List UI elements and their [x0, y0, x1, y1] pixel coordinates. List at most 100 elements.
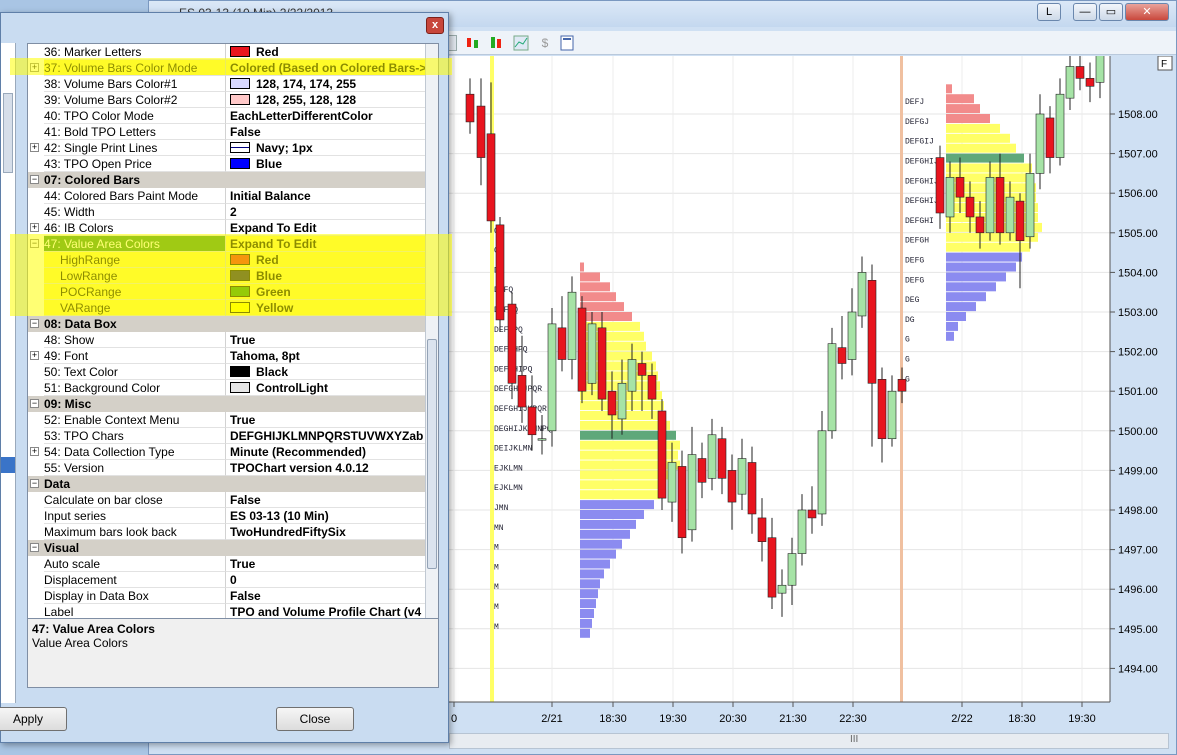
property-row[interactable]: Auto scale True — [28, 556, 426, 572]
close-button[interactable]: Close — [276, 707, 354, 731]
chart-horizontal-scrollbar[interactable]: III — [449, 733, 1169, 749]
property-grid-scroll-thumb[interactable] — [427, 339, 437, 569]
price-tick-label: 1498.00 — [1118, 505, 1158, 517]
property-category[interactable]: − Data — [28, 476, 426, 492]
selected-indicator[interactable] — [1, 457, 15, 473]
property-row[interactable]: 52: Enable Context Menu True — [28, 412, 426, 428]
property-value[interactable]: Expand To Edit — [226, 220, 426, 236]
price-tick-label: 1504.00 — [1118, 267, 1158, 279]
property-value[interactable]: Blue — [226, 156, 426, 172]
property-row[interactable]: 38: Volume Bars Color#1 128, 174, 174, 25… — [28, 76, 426, 92]
property-value[interactable]: 128, 174, 174, 255 — [226, 76, 426, 92]
collapse-icon[interactable]: − — [30, 318, 39, 328]
property-value[interactable]: Red — [226, 252, 426, 268]
collapse-icon[interactable]: − — [30, 398, 39, 408]
indicator-list-scrollbar[interactable] — [3, 93, 13, 173]
property-value[interactable]: ControlLight — [226, 380, 426, 396]
property-category[interactable]: − Visual — [28, 540, 426, 556]
property-row[interactable]: 44: Colored Bars Paint Mode Initial Balan… — [28, 188, 426, 204]
properties-icon[interactable] — [559, 35, 575, 51]
property-value[interactable]: Expand To Edit — [226, 236, 426, 252]
candles-icon[interactable] — [465, 35, 481, 51]
dialog-close-x-button[interactable]: x — [426, 17, 444, 34]
line-chart-icon[interactable] — [513, 35, 529, 51]
property-value[interactable]: Blue — [226, 268, 426, 284]
property-row[interactable]: 41: Bold TPO Letters False — [28, 124, 426, 140]
property-category[interactable]: −08: Data Box — [28, 316, 426, 332]
property-row[interactable]: 51: Background Color ControlLight — [28, 380, 426, 396]
property-row[interactable]: 53: TPO Chars DEFGHIJKLMNPQRSTUVWXYZab — [28, 428, 426, 444]
property-row[interactable]: +37: Volume Bars Color Mode Colored (Base… — [28, 60, 426, 76]
property-value[interactable]: False — [226, 492, 426, 508]
property-row[interactable]: 36: Marker Letters Red — [28, 44, 426, 60]
property-category[interactable]: −07: Colored Bars — [28, 172, 426, 188]
property-row[interactable]: 50: Text Color Black — [28, 364, 426, 380]
property-value[interactable]: TPOChart version 4.0.12 — [226, 460, 426, 476]
property-value[interactable]: TwoHundredFiftySix — [226, 524, 426, 540]
collapse-icon[interactable]: − — [30, 542, 39, 552]
property-value[interactable]: False — [226, 124, 426, 140]
property-value[interactable]: 0 — [226, 572, 426, 588]
property-value[interactable]: Initial Balance — [226, 188, 426, 204]
property-value[interactable]: Black — [226, 364, 426, 380]
property-value[interactable]: Colored (Based on Colored Bars->V — [226, 60, 426, 76]
property-row[interactable]: Displacement 0 — [28, 572, 426, 588]
property-value[interactable]: 128, 255, 128, 128 — [226, 92, 426, 108]
property-value[interactable]: Minute (Recommended) — [226, 444, 426, 460]
layout-button[interactable]: L — [1037, 3, 1061, 21]
property-row[interactable]: +46: IB Colors Expand To Edit — [28, 220, 426, 236]
property-row[interactable]: LowRange Blue — [28, 268, 426, 284]
property-row[interactable]: 55: Version TPOChart version 4.0.12 — [28, 460, 426, 476]
property-row[interactable]: −47: Value Area Colors Expand To Edit — [28, 236, 426, 252]
property-value[interactable]: EachLetterDifferentColor — [226, 108, 426, 124]
restore-button[interactable]: ▭ — [1099, 3, 1123, 21]
property-row[interactable]: POCRange Green — [28, 284, 426, 300]
property-value[interactable]: Red — [226, 44, 426, 60]
property-value[interactable]: True — [226, 556, 426, 572]
property-row[interactable]: 48: Show True — [28, 332, 426, 348]
property-row[interactable]: +54: Data Collection Type Minute (Recomme… — [28, 444, 426, 460]
bars-icon[interactable] — [489, 35, 505, 51]
expand-icon[interactable]: + — [30, 142, 39, 152]
property-value[interactable]: Yellow — [226, 300, 426, 316]
collapse-icon[interactable]: − — [30, 478, 39, 488]
property-row[interactable]: Input series ES 03-13 (10 Min) — [28, 508, 426, 524]
minimize-button[interactable]: — — [1073, 3, 1097, 21]
property-row[interactable]: +42: Single Print Lines Navy; 1px — [28, 140, 426, 156]
property-value[interactable]: Tahoma, 8pt — [226, 348, 426, 364]
property-row[interactable]: Maximum bars look back TwoHundredFiftySix — [28, 524, 426, 540]
property-row[interactable]: Calculate on bar close False — [28, 492, 426, 508]
profile-bar — [580, 519, 636, 529]
property-row[interactable]: 39: Volume Bars Color#2 128, 255, 128, 12… — [28, 92, 426, 108]
property-value[interactable]: True — [226, 412, 426, 428]
corner-box[interactable] — [1157, 56, 1173, 71]
property-row[interactable]: 43: TPO Open Price Blue — [28, 156, 426, 172]
collapse-icon[interactable]: − — [30, 238, 39, 248]
indicator-list[interactable] — [1, 43, 16, 703]
property-row[interactable]: 40: TPO Color Mode EachLetterDifferentCol… — [28, 108, 426, 124]
property-row[interactable]: +49: Font Tahoma, 8pt — [28, 348, 426, 364]
collapse-icon[interactable]: − — [30, 174, 39, 184]
property-value-text: Green — [256, 285, 291, 299]
property-row[interactable]: VARange Yellow — [28, 300, 426, 316]
property-row[interactable]: Display in Data Box False — [28, 588, 426, 604]
property-value[interactable]: 2 — [226, 204, 426, 220]
expand-icon[interactable]: + — [30, 222, 39, 232]
property-value[interactable]: DEFGHIJKLMNPQRSTUVWXYZab — [226, 428, 426, 444]
property-grid-scrollbar[interactable] — [425, 44, 438, 622]
property-row[interactable]: HighRange Red — [28, 252, 426, 268]
property-value[interactable]: Navy; 1px — [226, 140, 426, 156]
property-value[interactable]: False — [226, 588, 426, 604]
expand-icon[interactable]: + — [30, 62, 39, 72]
property-grid[interactable]: 36: Marker Letters Red +37: Volume Bars Co… — [27, 43, 439, 623]
property-value[interactable]: ES 03-13 (10 Min) — [226, 508, 426, 524]
property-category[interactable]: −09: Misc — [28, 396, 426, 412]
expand-icon[interactable]: + — [30, 350, 39, 360]
property-value[interactable]: True — [226, 332, 426, 348]
dollar-icon[interactable]: $ — [541, 36, 549, 50]
expand-icon[interactable]: + — [30, 446, 39, 456]
apply-button[interactable]: Apply — [0, 707, 67, 731]
property-value[interactable]: Green — [226, 284, 426, 300]
window-close-button[interactable]: ✕ — [1125, 3, 1169, 21]
property-row[interactable]: 45: Width 2 — [28, 204, 426, 220]
